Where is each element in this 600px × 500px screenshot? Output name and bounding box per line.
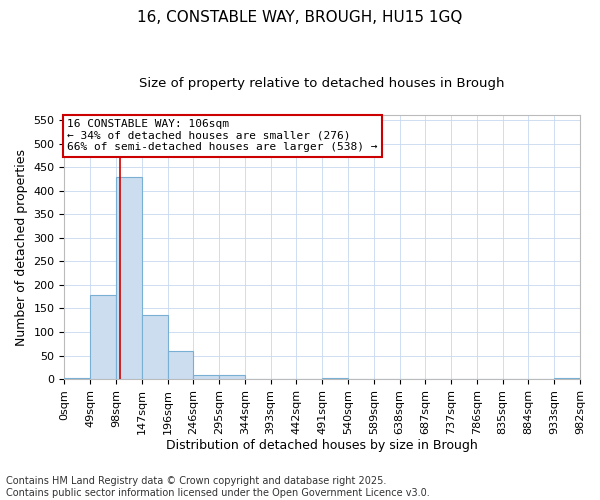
Bar (116, 176, 142, 379)
Text: 16 CONSTABLE WAY: 106sqm
← 34% of detached houses are smaller (276)
66% of semi-: 16 CONSTABLE WAY: 106sqm ← 34% of detach… (67, 119, 377, 152)
Text: 16, CONSTABLE WAY, BROUGH, HU15 1GQ: 16, CONSTABLE WAY, BROUGH, HU15 1GQ (137, 10, 463, 25)
Title: Size of property relative to detached houses in Brough: Size of property relative to detached ho… (139, 78, 505, 90)
Bar (219, 375, 245, 379)
Bar (64, 378, 90, 379)
Bar (322, 378, 348, 379)
Bar (167, 352, 193, 379)
Text: Contains HM Land Registry data © Crown copyright and database right 2025.
Contai: Contains HM Land Registry data © Crown c… (6, 476, 430, 498)
Y-axis label: Number of detached properties: Number of detached properties (15, 148, 28, 346)
X-axis label: Distribution of detached houses by size in Brough: Distribution of detached houses by size … (166, 440, 478, 452)
Bar (193, 376, 219, 379)
Bar (90, 295, 116, 379)
Bar (554, 378, 580, 379)
Bar (142, 314, 167, 379)
